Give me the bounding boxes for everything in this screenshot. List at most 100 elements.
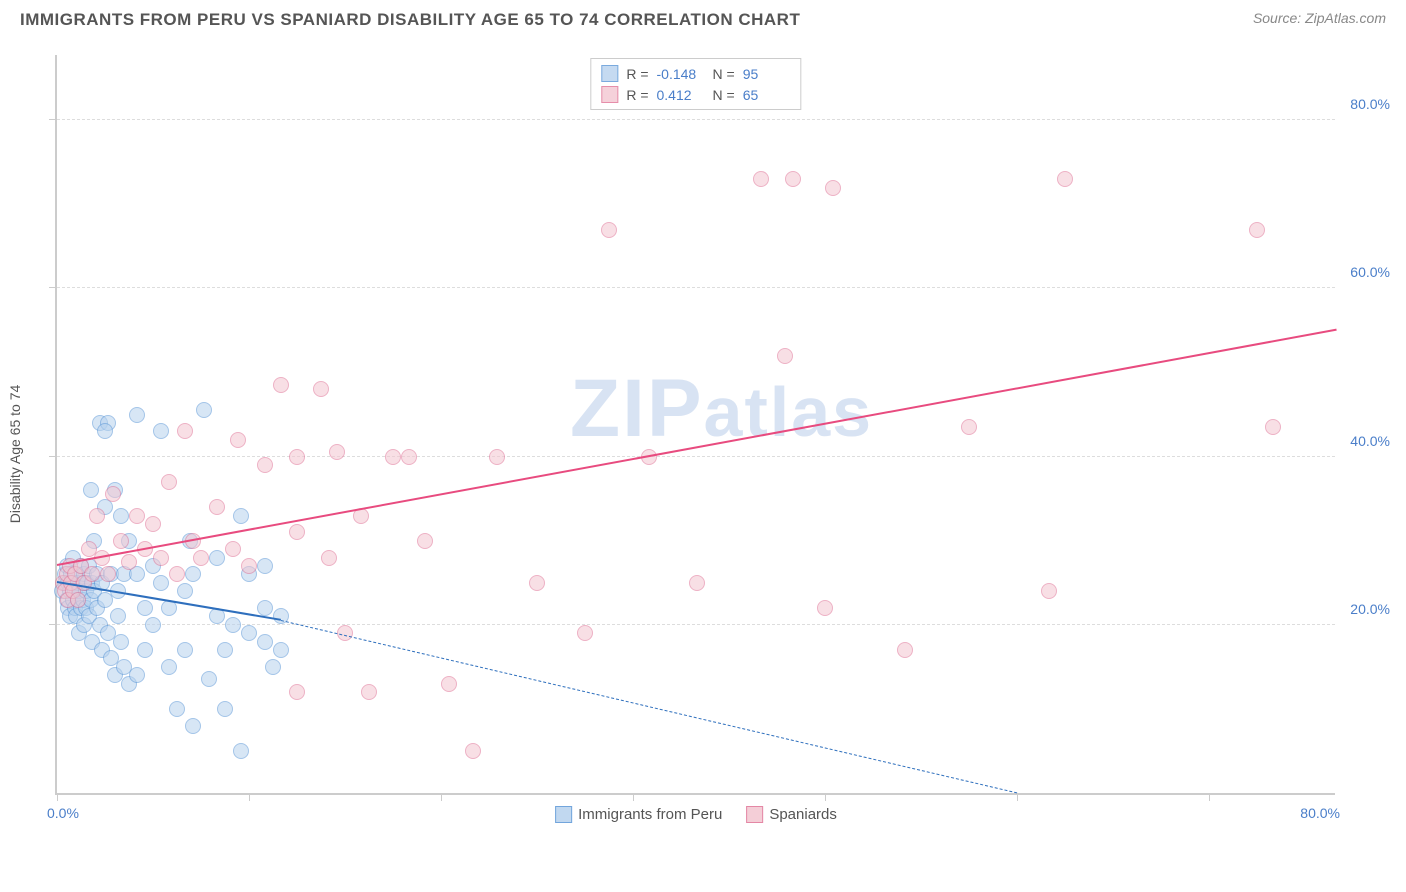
scatter-point	[417, 533, 433, 549]
scatter-point	[241, 558, 257, 574]
scatter-point	[129, 407, 145, 423]
scatter-point	[105, 486, 121, 502]
scatter-point	[257, 457, 273, 473]
scatter-point	[241, 625, 257, 641]
legend-swatch	[601, 65, 618, 82]
scatter-point	[70, 592, 86, 608]
scatter-point	[137, 600, 153, 616]
y-tick-label: 60.0%	[1340, 264, 1390, 280]
stat-r-label: R =	[626, 66, 648, 82]
scatter-point	[273, 377, 289, 393]
y-tick-label: 20.0%	[1340, 601, 1390, 617]
scatter-point	[177, 642, 193, 658]
scatter-point	[529, 575, 545, 591]
stat-n-value: 95	[743, 66, 791, 82]
legend-swatch	[601, 86, 618, 103]
x-tick	[57, 793, 58, 801]
scatter-point	[777, 348, 793, 364]
scatter-point	[129, 508, 145, 524]
y-axis-label: Disability Age 65 to 74	[7, 385, 23, 524]
scatter-point	[321, 550, 337, 566]
scatter-point	[1057, 171, 1073, 187]
scatter-point	[209, 499, 225, 515]
chart-plot-area: ZIPatlas 0.0% 80.0% R =-0.148N =95R =0.4…	[55, 55, 1335, 795]
scatter-point	[169, 701, 185, 717]
scatter-point	[153, 575, 169, 591]
scatter-point	[385, 449, 401, 465]
y-tick-label: 80.0%	[1340, 96, 1390, 112]
scatter-point	[100, 566, 116, 582]
x-tick	[1017, 793, 1018, 801]
scatter-point	[825, 180, 841, 196]
scatter-point	[177, 423, 193, 439]
x-tick	[441, 793, 442, 801]
legend-label: Spaniards	[769, 806, 837, 823]
scatter-point	[225, 617, 241, 633]
scatter-point	[257, 634, 273, 650]
scatter-point	[217, 642, 233, 658]
stat-n-value: 65	[743, 87, 791, 103]
scatter-point	[153, 423, 169, 439]
scatter-point	[1041, 583, 1057, 599]
legend-item: Immigrants from Peru	[555, 806, 722, 823]
scatter-point	[225, 541, 241, 557]
x-tick	[1209, 793, 1210, 801]
scatter-point	[153, 550, 169, 566]
scatter-point	[209, 550, 225, 566]
scatter-point	[265, 659, 281, 675]
bottom-legend: Immigrants from Peru Spaniards	[555, 806, 837, 823]
scatter-point	[113, 508, 129, 524]
scatter-point	[97, 423, 113, 439]
scatter-point	[289, 524, 305, 540]
scatter-point	[1265, 419, 1281, 435]
scatter-point	[83, 482, 99, 498]
legend-label: Immigrants from Peru	[578, 806, 722, 823]
source-prefix: Source:	[1253, 10, 1305, 26]
scatter-point	[361, 684, 377, 700]
scatter-point	[785, 171, 801, 187]
scatter-point	[161, 474, 177, 490]
correlation-stat-box: R =-0.148N =95R =0.412N =65	[590, 58, 801, 110]
x-axis-max-label: 80.0%	[1300, 805, 1340, 821]
scatter-point	[145, 617, 161, 633]
scatter-point	[961, 419, 977, 435]
scatter-point	[257, 558, 273, 574]
scatter-point	[1249, 222, 1265, 238]
scatter-point	[401, 449, 417, 465]
stat-r-value: -0.148	[657, 66, 705, 82]
scatter-point	[145, 516, 161, 532]
scatter-point	[313, 381, 329, 397]
scatter-point	[113, 634, 129, 650]
gridline	[57, 119, 1335, 120]
scatter-point	[753, 171, 769, 187]
y-tick-label: 40.0%	[1340, 433, 1390, 449]
scatter-point	[185, 566, 201, 582]
scatter-point	[161, 659, 177, 675]
scatter-point	[441, 676, 457, 692]
chart-title: IMMIGRANTS FROM PERU VS SPANIARD DISABIL…	[20, 10, 800, 30]
scatter-point	[689, 575, 705, 591]
gridline	[57, 287, 1335, 288]
stat-r-label: R =	[626, 87, 648, 103]
scatter-point	[897, 642, 913, 658]
scatter-point	[465, 743, 481, 759]
regression-line	[57, 329, 1337, 566]
legend-item: Spaniards	[746, 806, 837, 823]
scatter-point	[196, 402, 212, 418]
stat-n-label: N =	[713, 87, 735, 103]
scatter-point	[217, 701, 233, 717]
x-tick	[249, 793, 250, 801]
scatter-point	[110, 608, 126, 624]
x-axis-zero-label: 0.0%	[47, 805, 79, 821]
scatter-point	[257, 600, 273, 616]
scatter-point	[230, 432, 246, 448]
legend-swatch	[555, 806, 572, 823]
scatter-point	[817, 600, 833, 616]
scatter-point	[169, 566, 185, 582]
stat-row: R =0.412N =65	[601, 84, 790, 105]
scatter-point	[577, 625, 593, 641]
stat-n-label: N =	[713, 66, 735, 82]
scatter-point	[121, 554, 137, 570]
scatter-point	[233, 508, 249, 524]
scatter-point	[489, 449, 505, 465]
